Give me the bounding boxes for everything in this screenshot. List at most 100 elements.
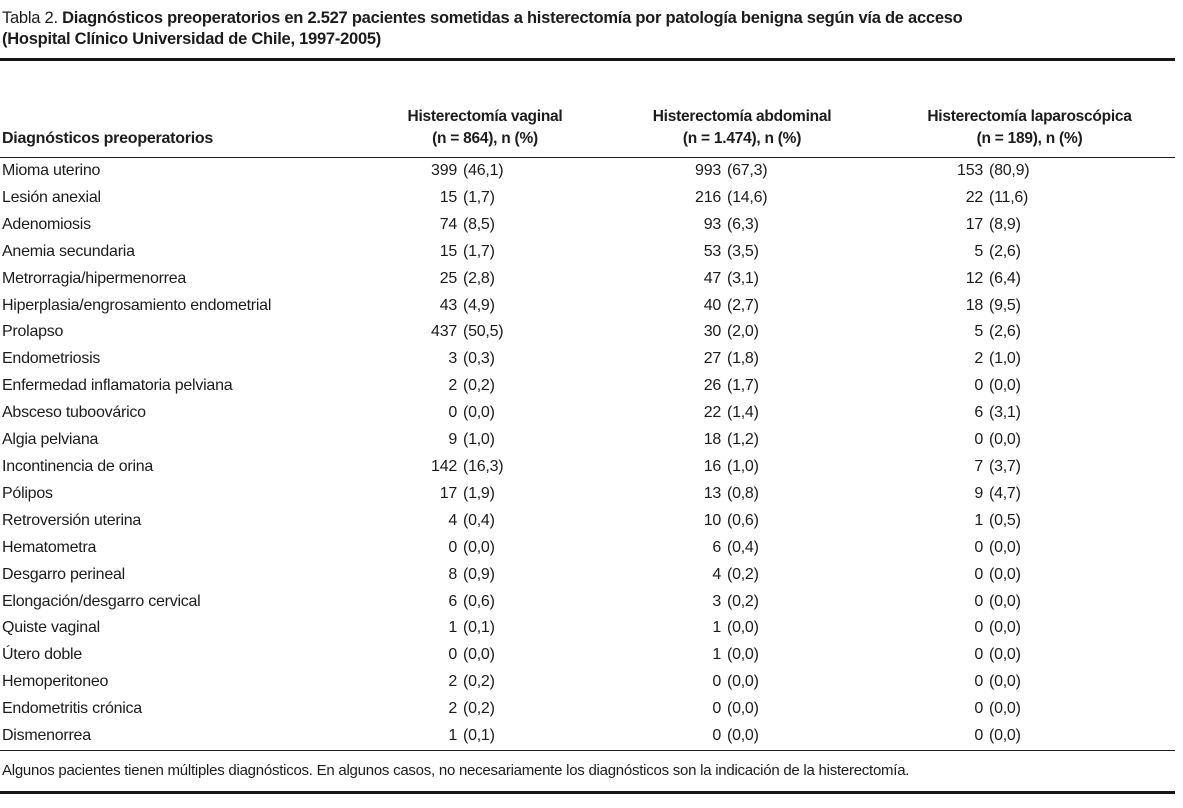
cell-laparoscopica: 0 (0,0) [884, 696, 1175, 723]
table-row: Metrorragia/hipermenorrea 25 (2,8) 47 (3,1… [0, 266, 1175, 293]
cell-diagnosis: Enfermedad inflamatoria pelviana [0, 373, 370, 400]
cell-abdominal: 6 (0,4) [600, 535, 884, 562]
table-row: Hematometra 0 (0,0) 6 (0,4) 0 (0,0) [0, 535, 1175, 562]
laparoscopica-percent: (0,5) [989, 511, 1021, 529]
cell-vaginal: 15 (1,7) [370, 185, 600, 212]
abdominal-count: 4 [712, 565, 721, 583]
cell-abdominal: 16 (1,0) [600, 454, 884, 481]
cell-abdominal: 0 (0,0) [600, 723, 884, 750]
column-header-laparoscopica: Histerectomía laparoscópica (n = 189), n… [884, 61, 1175, 158]
vaginal-count: 8 [448, 565, 457, 583]
cell-diagnosis: Elongación/desgarro cervical [0, 589, 370, 616]
abdominal-count: 47 [703, 269, 722, 287]
abdominal-count: 26 [703, 377, 722, 395]
cell-abdominal: 10 (0,6) [600, 508, 884, 535]
diagnosis-label: Algia pelviana [2, 431, 99, 449]
column-header-abdominal: Histerectomía abdominal (n = 1.474), n (… [600, 61, 884, 158]
cell-diagnosis: Quiste vaginal [0, 615, 370, 642]
diagnosis-label: Desgarro perineal [2, 565, 125, 583]
abdominal-percent: (67,3) [727, 162, 768, 179]
diagnosis-label: Metrorragia/hipermenorrea [2, 269, 187, 287]
laparoscopica-count: 0 [974, 727, 983, 745]
table-row: Pólipos 17 (1,9) 13 (0,8) 9 (4,7) [0, 481, 1175, 508]
diagnosis-label: Endometritis crónica [2, 700, 142, 718]
abdominal-percent: (0,0) [727, 673, 759, 691]
vaginal-percent: (0,3) [463, 350, 495, 368]
vaginal-count: 0 [448, 646, 457, 664]
diagnosis-label: Dismenorrea [2, 727, 91, 745]
abdominal-percent: (14,6) [727, 188, 768, 206]
table-row: Hemoperitoneo 2 (0,2) 0 (0,0) 0 (0,0) [0, 669, 1175, 696]
abdominal-percent: (0,4) [727, 538, 759, 556]
vaginal-percent: (0,2) [463, 673, 495, 691]
abdominal-percent: (1,4) [727, 404, 759, 422]
laparoscopica-percent: (3,1) [989, 404, 1021, 422]
laparoscopica-percent: (0,0) [989, 592, 1021, 610]
vaginal-percent: (0,1) [463, 619, 495, 637]
abdominal-count: 13 [703, 484, 722, 502]
cell-diagnosis: Algia pelviana [0, 427, 370, 454]
laparoscopica-percent: (0,0) [989, 646, 1021, 664]
abdominal-percent: (2,7) [727, 296, 759, 314]
abdominal-count: 93 [703, 215, 722, 233]
vaginal-count: 3 [448, 350, 457, 368]
cell-laparoscopica: 17 (8,9) [884, 212, 1175, 239]
abdominal-count: 993 [695, 162, 721, 179]
cell-diagnosis: Desgarro perineal [0, 562, 370, 589]
cell-abdominal: 18 (1,2) [600, 427, 884, 454]
cell-vaginal: 17 (1,9) [370, 481, 600, 508]
vaginal-percent: (2,8) [463, 269, 495, 287]
laparoscopica-percent: (2,6) [989, 323, 1021, 341]
vaginal-count: 43 [439, 296, 458, 314]
laparoscopica-percent: (0,0) [989, 619, 1021, 637]
cell-vaginal: 6 (0,6) [370, 589, 600, 616]
abdominal-percent: (1,2) [727, 431, 759, 449]
abdominal-percent: (3,5) [727, 242, 759, 260]
cell-laparoscopica: 0 (0,0) [884, 373, 1175, 400]
vaginal-percent: (1,0) [463, 431, 495, 449]
table-row: Prolapso 437 (50,5) 30 (2,0) 5 (2,6) [0, 319, 1175, 346]
table-row: Algia pelviana 9 (1,0) 18 (1,2) 0 (0,0) [0, 427, 1175, 454]
cell-abdominal: 47 (3,1) [600, 266, 884, 293]
laparoscopica-count: 9 [974, 484, 983, 502]
vaginal-percent: (1,7) [463, 242, 495, 260]
table-row: Enfermedad inflamatoria pelviana 2 (0,2) … [0, 373, 1175, 400]
diagnosis-label: Adenomiosis [2, 215, 91, 233]
column-header-vaginal-line2: (n = 864), n (%) [432, 130, 538, 147]
cell-vaginal: 0 (0,0) [370, 535, 600, 562]
cell-laparoscopica: 0 (0,0) [884, 669, 1175, 696]
diagnosis-label: Hematometra [2, 538, 97, 556]
abdominal-count: 0 [712, 727, 721, 745]
abdominal-percent: (0,6) [727, 511, 759, 529]
cell-abdominal: 40 (2,7) [600, 293, 884, 320]
diagnosis-label: Pólipos [2, 484, 53, 502]
vaginal-count: 15 [439, 242, 458, 260]
cell-vaginal: 8 (0,9) [370, 562, 600, 589]
cell-abdominal: 216 (14,6) [600, 185, 884, 212]
laparoscopica-count: 5 [974, 323, 983, 341]
diagnosis-label: Mioma uterino [2, 162, 101, 179]
vaginal-count: 4 [448, 511, 457, 529]
diagnosis-label: Absceso tuboovárico [2, 404, 146, 422]
column-header-abdominal-line1: Histerectomía abdominal [652, 108, 832, 125]
cell-laparoscopica: 0 (0,0) [884, 642, 1175, 669]
cell-laparoscopica: 0 (0,0) [884, 723, 1175, 750]
abdominal-count: 3 [712, 592, 721, 610]
laparoscopica-count: 0 [974, 377, 983, 395]
cell-laparoscopica: 0 (0,0) [884, 427, 1175, 454]
vaginal-count: 437 [431, 323, 457, 341]
vaginal-percent: (0,0) [463, 404, 495, 422]
cell-laparoscopica: 153 (80,9) [884, 158, 1175, 185]
column-header-abdominal-line2: (n = 1.474), n (%) [682, 130, 802, 147]
diagnosis-label: Prolapso [2, 323, 64, 341]
paper-table-figure: Tabla 2. Diagnósticos preoperatorios en … [0, 9, 1175, 794]
diagnosis-label: Hiperplasia/engrosamiento endometrial [2, 296, 272, 314]
abdominal-count: 6 [712, 538, 721, 556]
abdominal-count: 27 [703, 350, 722, 368]
abdominal-count: 0 [712, 673, 721, 691]
cell-diagnosis: Dismenorrea [0, 723, 370, 750]
laparoscopica-percent: (11,6) [989, 188, 1029, 206]
laparoscopica-count: 0 [974, 538, 983, 556]
cell-laparoscopica: 7 (3,7) [884, 454, 1175, 481]
laparoscopica-percent: (3,7) [989, 457, 1021, 475]
